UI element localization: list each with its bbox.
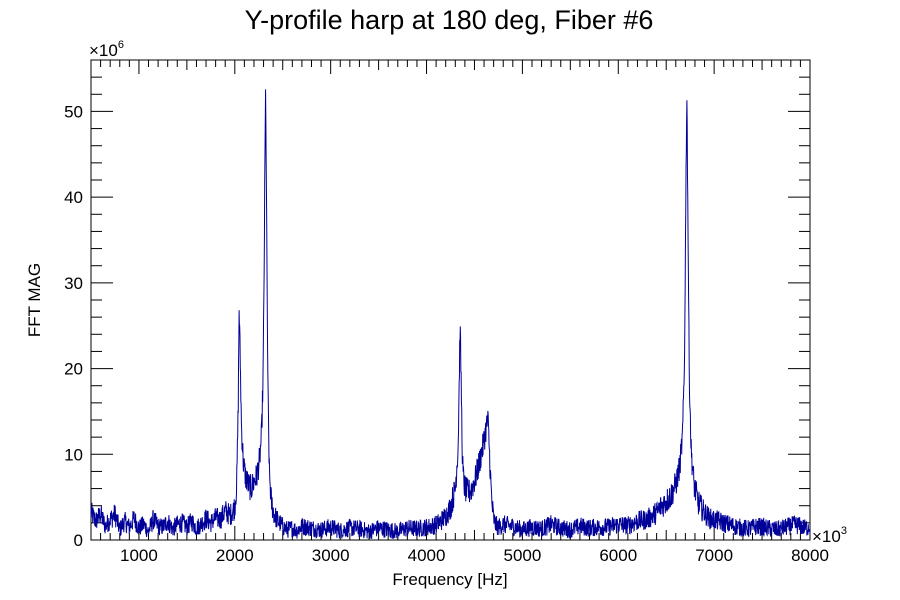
- x-tick-label: 6000: [599, 546, 637, 565]
- chart-title: Y-profile harp at 180 deg, Fiber #6: [245, 5, 654, 35]
- x-tick-label: 3000: [312, 546, 350, 565]
- x-tick-label: 2000: [216, 546, 254, 565]
- y-tick-labels: 0 10 20 30 40 50: [64, 102, 83, 550]
- y-multiplier-base: ×10: [89, 41, 118, 60]
- x-multiplier-exp: 3: [841, 525, 847, 537]
- y-tick-label: 50: [64, 102, 83, 121]
- y-tick-label: 10: [64, 445, 83, 464]
- y-tick-label: 30: [64, 274, 83, 293]
- x-multiplier-base: ×10: [812, 527, 841, 546]
- x-tick-labels: 1000 2000 3000 4000 5000 6000 7000 8000: [120, 546, 829, 565]
- plot-area: [90, 59, 811, 541]
- y-multiplier: ×106: [89, 39, 124, 60]
- y-tick-label: 40: [64, 188, 83, 207]
- y-multiplier-exp: 6: [118, 39, 124, 51]
- x-tick-label: 5000: [503, 546, 541, 565]
- y-axis-title: FFT MAG: [25, 263, 44, 337]
- x-tick-label: 4000: [408, 546, 446, 565]
- x-tick-label: 8000: [791, 546, 829, 565]
- x-multiplier: ×103: [812, 525, 847, 546]
- x-axis-title: Frequency [Hz]: [392, 570, 507, 589]
- x-tick-label: 7000: [695, 546, 733, 565]
- y-tick-label: 0: [74, 531, 83, 550]
- plot-frame: [90, 59, 811, 541]
- y-tick-label: 20: [64, 360, 83, 379]
- x-tick-label: 1000: [120, 546, 158, 565]
- series-line-fft-mag: [90, 89, 811, 540]
- tick-marks: [90, 59, 811, 541]
